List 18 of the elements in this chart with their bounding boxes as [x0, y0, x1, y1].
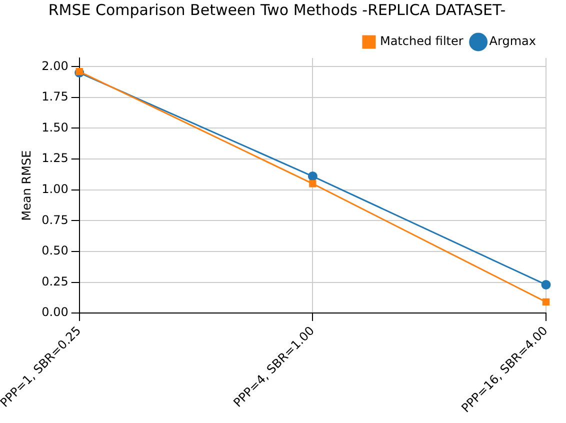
- y-tick-label: 1.75: [42, 90, 68, 104]
- y-tick-label: 0.75: [42, 212, 68, 227]
- y-tick-label: 1.00: [42, 182, 68, 196]
- legend-label: Matched filter: [380, 34, 464, 48]
- y-tick-label: 0.00: [42, 305, 68, 320]
- y-axis-title: Mean RMSE: [20, 150, 34, 221]
- y-tick-label: 0.50: [42, 244, 68, 258]
- y-tick-label: 2.00: [42, 58, 68, 73]
- point: [542, 298, 550, 306]
- point: [541, 280, 551, 290]
- legend-label: Argmax: [489, 34, 536, 48]
- point: [76, 68, 83, 76]
- point: [308, 172, 318, 182]
- chart-title: RMSE Comparison Between Two Methods -REPLICA DATASET-: [48, 0, 506, 19]
- point: [309, 180, 316, 188]
- y-tick-label: 0.25: [42, 274, 68, 288]
- y-tick-label: 1.25: [42, 151, 68, 166]
- y-tick-label: 1.50: [42, 120, 68, 134]
